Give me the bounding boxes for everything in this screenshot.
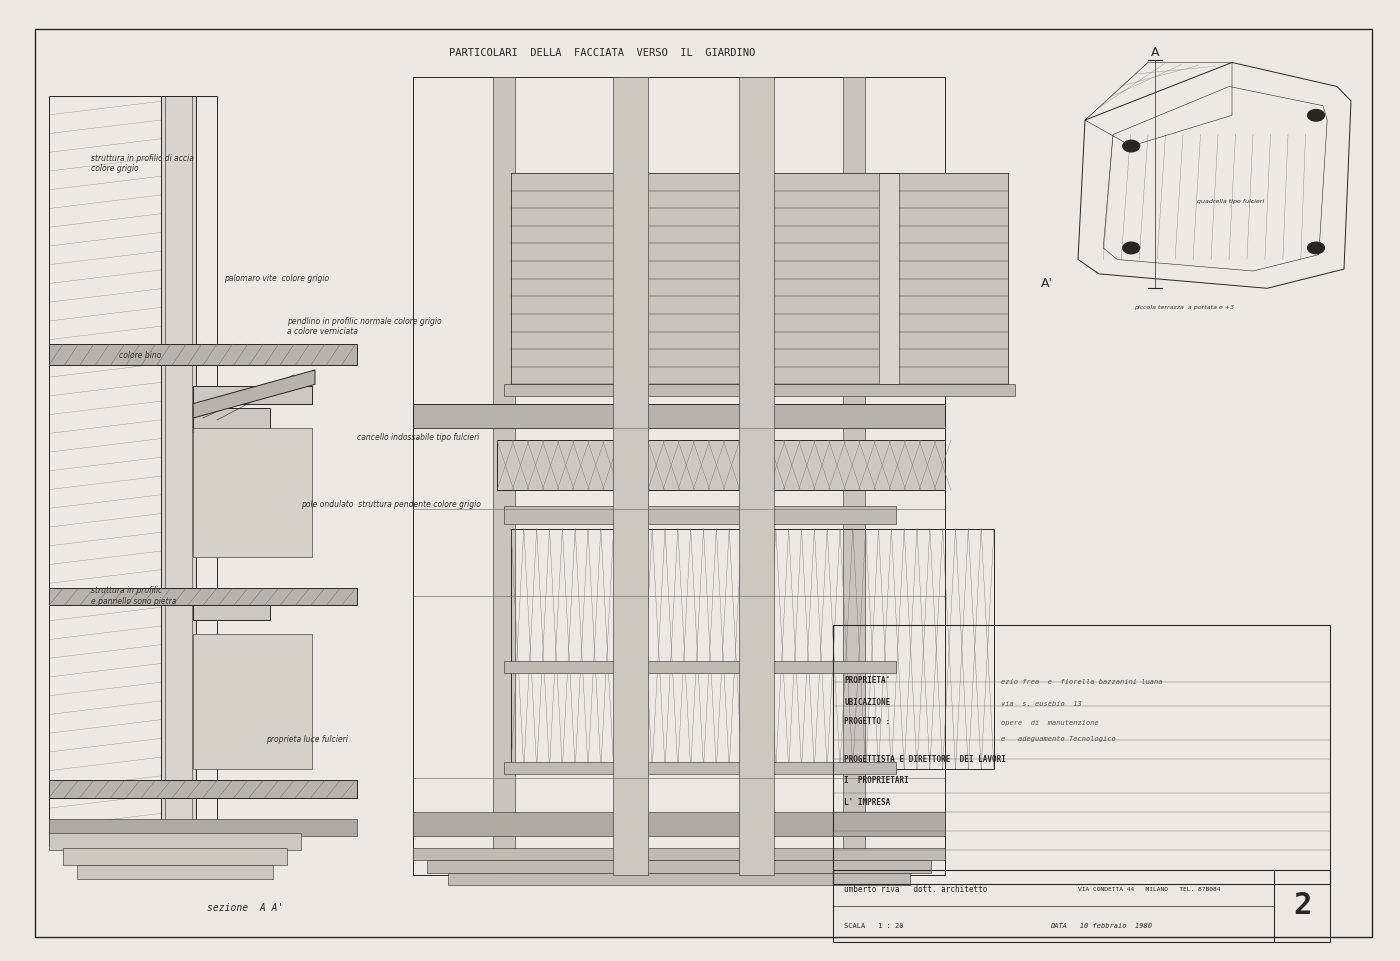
Text: pendlino in profilic normale colore grigio
a colore verniciata: pendlino in profilic normale colore grig… (287, 317, 441, 336)
Bar (413, 77, 945, 875)
Text: SCALA   1 : 20: SCALA 1 : 20 (844, 923, 904, 929)
Text: PROGETTISTA E DIRETTORE  DEI LAVORI: PROGETTISTA E DIRETTORE DEI LAVORI (844, 755, 1007, 764)
Bar (763, 384, 1015, 396)
Bar (770, 173, 1008, 384)
Bar (511, 173, 749, 384)
Bar (504, 384, 756, 396)
Bar (49, 344, 357, 365)
Polygon shape (193, 370, 315, 418)
Text: via  s. eusebio  13: via s. eusebio 13 (1001, 702, 1082, 707)
Bar (193, 386, 312, 404)
Bar (49, 833, 301, 850)
Text: 2: 2 (1292, 891, 1312, 921)
Text: quadrella tipo fulcieri: quadrella tipo fulcieri (1197, 199, 1264, 205)
Bar (640, 173, 749, 384)
Bar (49, 96, 217, 846)
Text: struttura in profilic
e pannello sono pietra: struttura in profilic e pannello sono pi… (91, 586, 176, 605)
Text: ezio frea  e  fiorella bazzanini luana: ezio frea e fiorella bazzanini luana (1001, 679, 1162, 685)
Bar (49, 96, 168, 846)
Bar (161, 96, 196, 846)
Text: proprieta luce fulcieri: proprieta luce fulcieri (266, 735, 347, 745)
Bar (49, 588, 357, 605)
Bar (49, 780, 357, 798)
Bar (49, 819, 357, 836)
Bar (193, 428, 312, 557)
Bar (497, 440, 945, 490)
Bar (63, 848, 287, 865)
Bar (413, 404, 945, 428)
Circle shape (1308, 242, 1324, 254)
Bar (413, 848, 945, 860)
Text: colore bino: colore bino (119, 351, 161, 360)
Bar (739, 77, 774, 875)
Text: struttura in profilic di accia
colore grigio: struttura in profilic di accia colore gr… (91, 154, 193, 173)
Bar (613, 77, 648, 875)
Bar (193, 596, 270, 620)
Text: pole ondulato  struttura pendente colore grigio: pole ondulato struttura pendente colore … (301, 500, 480, 509)
Text: A': A' (1042, 277, 1053, 290)
Text: PARTICOLARI  DELLA  FACCIATA  VERSO  IL  GIARDINO: PARTICOLARI DELLA FACCIATA VERSO IL GIAR… (449, 48, 755, 58)
Bar (833, 625, 1330, 884)
Bar (493, 77, 515, 875)
Bar (763, 529, 994, 769)
Bar (165, 96, 192, 846)
Bar (619, 77, 641, 875)
Text: PROPRIETA': PROPRIETA' (844, 677, 890, 685)
Text: cancello indossabile tipo fulcieri: cancello indossabile tipo fulcieri (357, 432, 479, 442)
Bar (193, 408, 270, 432)
Text: palomaro vite  colore grigio: palomaro vite colore grigio (224, 274, 329, 283)
Text: A: A (1151, 46, 1159, 60)
Circle shape (1308, 110, 1324, 121)
Circle shape (1123, 242, 1140, 254)
Bar (770, 173, 879, 384)
Text: sezione  A A': sezione A A' (207, 903, 283, 913)
Bar (427, 860, 931, 873)
Bar (745, 77, 767, 875)
Bar (193, 634, 312, 769)
Text: piccola terrazza  a portata e +3: piccola terrazza a portata e +3 (1134, 305, 1235, 310)
Text: VIA CONDETTA 44   MILANO   TEL. 878084: VIA CONDETTA 44 MILANO TEL. 878084 (1078, 887, 1221, 893)
Bar (511, 173, 620, 384)
Bar (843, 77, 865, 875)
Bar (77, 865, 273, 879)
Bar (448, 873, 910, 885)
Text: PROGETTO :: PROGETTO : (844, 717, 890, 726)
Text: DATA   10 febbraio  1980: DATA 10 febbraio 1980 (1050, 923, 1152, 929)
Bar (504, 661, 896, 673)
Circle shape (1123, 140, 1140, 152)
Bar (833, 870, 1330, 942)
Bar (504, 762, 896, 774)
Text: UBICAZIONE: UBICAZIONE (844, 699, 890, 707)
Bar (504, 506, 896, 524)
Bar (511, 529, 742, 769)
Text: opere  di  manutenzione: opere di manutenzione (1001, 720, 1099, 726)
Bar (413, 812, 945, 836)
Text: I  PROPRIETARI: I PROPRIETARI (844, 776, 909, 785)
Text: e   adeguamento Tecnologico: e adeguamento Tecnologico (1001, 736, 1116, 742)
Bar (899, 173, 1008, 384)
Text: umberto riva   dott. architetto: umberto riva dott. architetto (844, 885, 987, 895)
Text: L' IMPRESA: L' IMPRESA (844, 799, 890, 807)
